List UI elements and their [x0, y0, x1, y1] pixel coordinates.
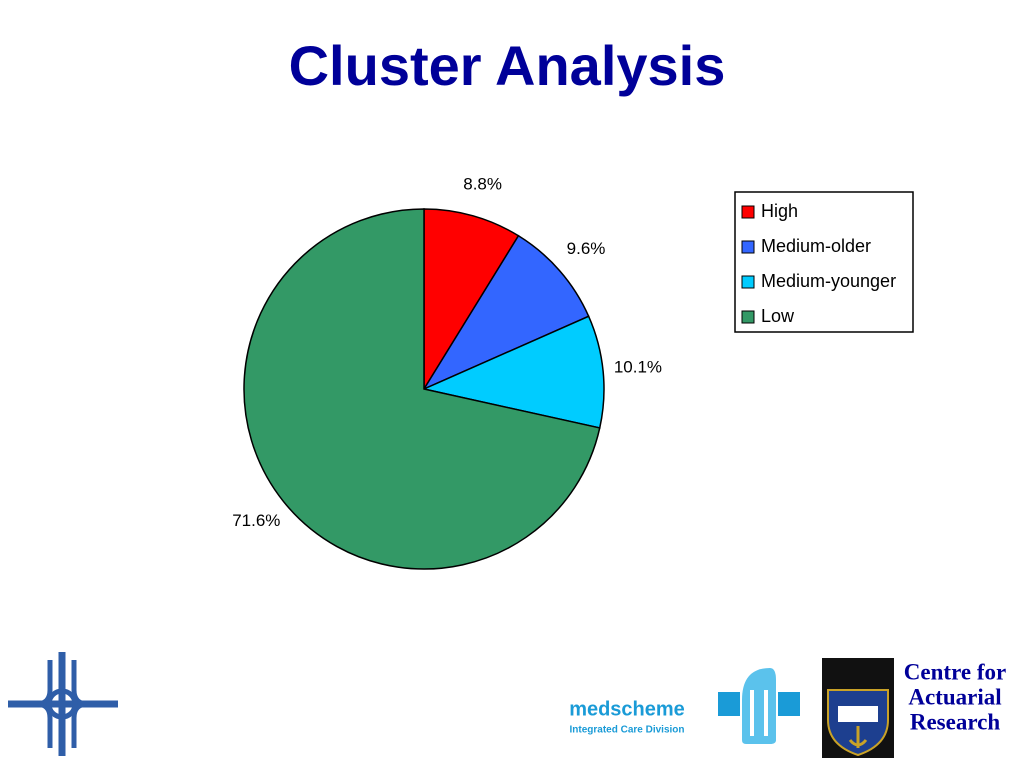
- data-label: 8.8%: [463, 175, 502, 194]
- uct-shield: [822, 658, 894, 758]
- data-label: 9.6%: [567, 239, 606, 258]
- centre-line: Actuarial: [908, 684, 1001, 709]
- legend-box: [734, 191, 914, 333]
- legend-swatch: [741, 205, 755, 219]
- legend-swatch: [741, 310, 755, 324]
- legend-swatch: [741, 240, 755, 254]
- cross-logo: [8, 652, 118, 756]
- pie-slice: [422, 234, 590, 391]
- legend-label: Medium-older: [761, 236, 871, 256]
- medscheme-name: medscheme: [569, 698, 685, 720]
- chart-title: Cluster Analysis: [289, 34, 726, 97]
- medscheme-icon: [718, 668, 800, 744]
- legend-swatch: [741, 275, 755, 289]
- centre-line: Centre for: [904, 659, 1006, 684]
- pie-slice: [423, 208, 520, 392]
- data-label: 10.1%: [614, 358, 662, 377]
- legend-label: High: [761, 201, 798, 221]
- centre-line: Research: [910, 709, 1000, 734]
- pie-slice: [421, 315, 605, 429]
- legend-label: Low: [761, 306, 795, 326]
- medscheme-sub: Integrated Care Division: [569, 725, 684, 736]
- legend-label: Medium-younger: [761, 271, 896, 291]
- data-label: 71.6%: [232, 511, 280, 530]
- pie-slice: [243, 208, 601, 570]
